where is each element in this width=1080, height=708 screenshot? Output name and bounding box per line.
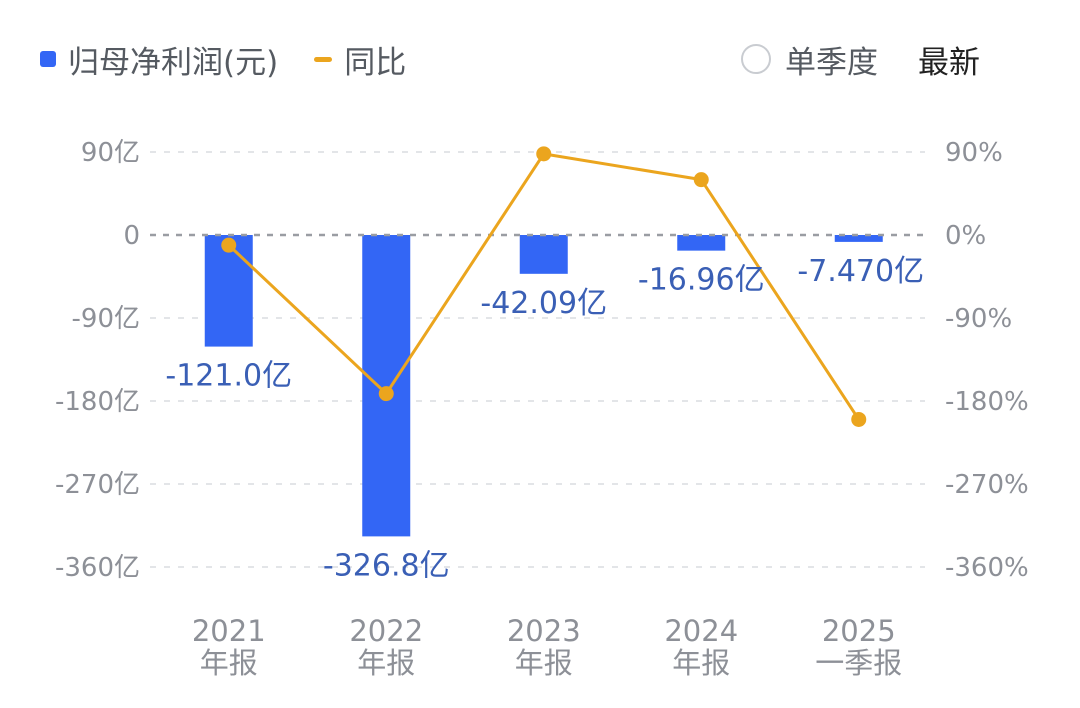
- right-tick-label: -180%: [945, 387, 1029, 417]
- category-label: 2023 年报: [507, 614, 581, 680]
- yoy-point-0[interactable]: [221, 237, 237, 253]
- category-year: 2024: [664, 614, 738, 648]
- line-swatch-icon: [314, 56, 333, 62]
- bar-1[interactable]: [362, 235, 411, 537]
- single-quarter-radio[interactable]: [741, 44, 771, 74]
- category-period: 年报: [515, 646, 573, 680]
- yoy-point-4[interactable]: [851, 411, 867, 427]
- bar-series: [204, 235, 883, 537]
- category-label: 2025 一季报: [815, 614, 902, 680]
- yoy-point-2[interactable]: [536, 146, 552, 162]
- bar-data-label: -7.470亿: [797, 254, 924, 289]
- left-tick-label: -90亿: [72, 304, 140, 334]
- bar-data-label: -121.0亿: [165, 359, 292, 394]
- category-year: 2023: [507, 614, 581, 648]
- left-tick-label: 90亿: [81, 138, 140, 168]
- category-period: 年报: [357, 646, 415, 680]
- latest-toggle[interactable]: 最新: [918, 44, 980, 81]
- bar-4[interactable]: [834, 235, 883, 242]
- category-label: 2021 年报: [192, 614, 266, 680]
- data-labels: -121.0亿 -326.8亿 -42.09亿 -16.96亿 -7.470亿: [165, 254, 924, 583]
- legend: 归母净利润(元) 同比: [40, 34, 442, 84]
- category-year: 2025: [822, 614, 896, 648]
- legend-label-yoy: 同比: [344, 44, 407, 81]
- bar-data-label: -16.96亿: [638, 263, 765, 298]
- category-year: 2021: [192, 614, 266, 648]
- single-quarter-label[interactable]: 单季度: [785, 44, 878, 81]
- grid-lines: [150, 151, 925, 568]
- right-tick-label: -90%: [945, 304, 1012, 334]
- bar-data-label: -42.09亿: [480, 286, 607, 321]
- left-tick-label: -360亿: [55, 553, 140, 583]
- legend-item-net-profit[interactable]: 归母净利润(元): [40, 37, 278, 82]
- category-period: 年报: [200, 646, 258, 680]
- left-tick-label: -270亿: [55, 470, 140, 500]
- right-tick-label: 90%: [945, 138, 1003, 168]
- yoy-point-1[interactable]: [378, 386, 394, 402]
- left-tick-label: 0: [123, 221, 140, 251]
- axes: 90亿 0 -90亿 -180亿 -270亿 -360亿 90% 0% -90% -180% -27…: [55, 138, 1029, 680]
- bar-2[interactable]: [519, 235, 568, 274]
- chart-controls: 单季度 最新: [741, 34, 980, 84]
- category-period: 年报: [672, 646, 730, 680]
- category-label: 2024 年报: [664, 614, 738, 680]
- bar-3[interactable]: [677, 235, 726, 251]
- category-period: 一季报: [815, 646, 902, 680]
- bar-data-label: -326.8亿: [323, 548, 450, 583]
- right-tick-label: -360%: [945, 553, 1029, 583]
- legend-label-net-profit: 归母净利润(元): [68, 44, 279, 81]
- category-label: 2022 年报: [349, 614, 423, 680]
- right-tick-label: 0%: [945, 221, 986, 251]
- bar-0[interactable]: [204, 235, 253, 347]
- right-tick-label: -270%: [945, 470, 1029, 500]
- bar-swatch-icon: [40, 51, 56, 67]
- legend-item-yoy[interactable]: 同比: [314, 37, 406, 82]
- yoy-point-3[interactable]: [693, 172, 709, 188]
- yoy-line-series: [221, 146, 867, 427]
- left-tick-label: -180亿: [55, 387, 140, 417]
- category-year: 2022: [349, 614, 423, 648]
